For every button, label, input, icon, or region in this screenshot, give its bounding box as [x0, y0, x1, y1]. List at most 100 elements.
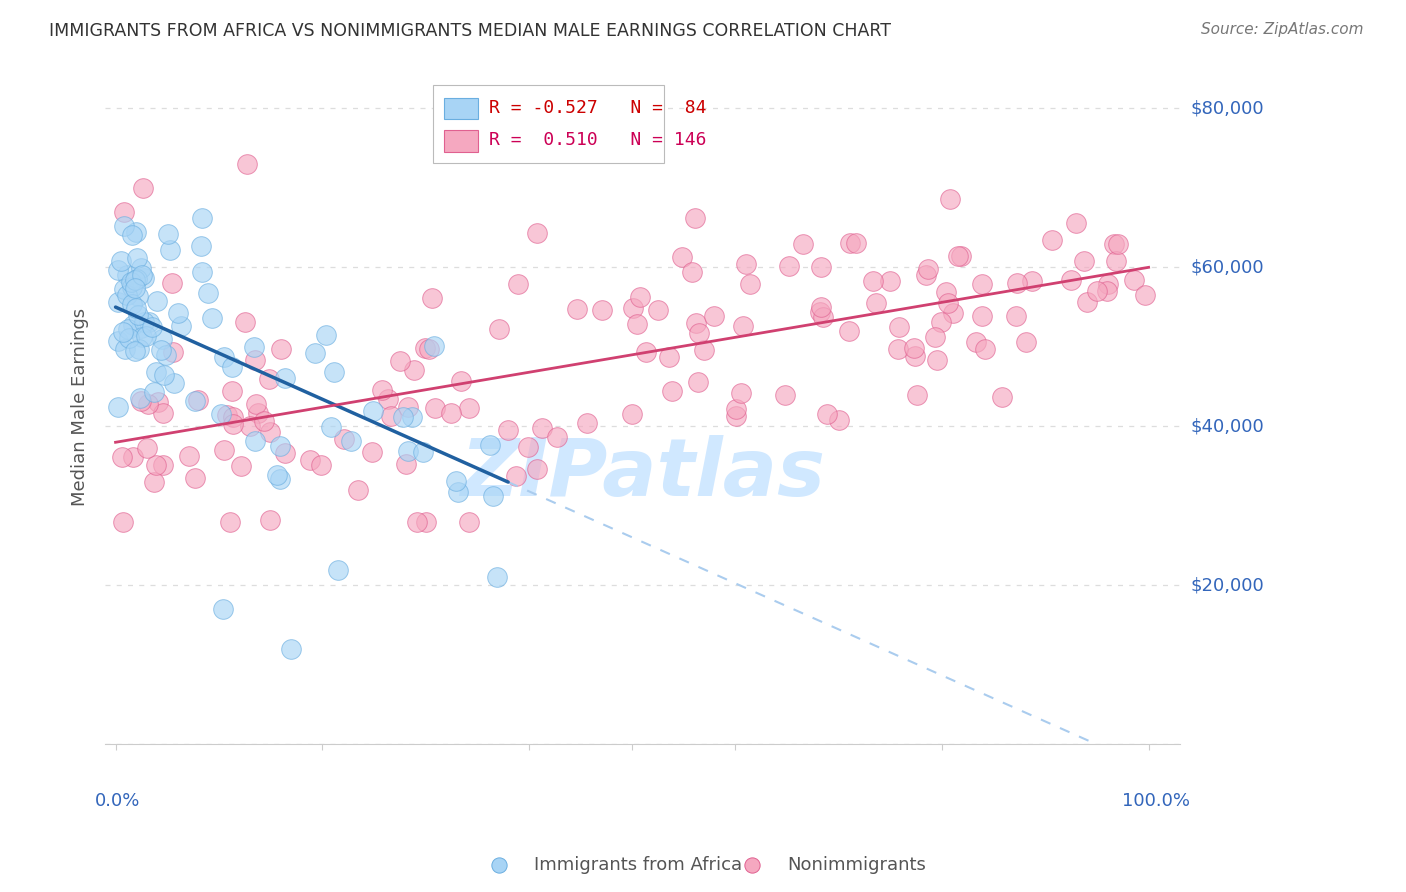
Point — [1122, 273, 1144, 287]
Point — [946, 249, 969, 263]
Point — [245, 397, 267, 411]
Point — [693, 343, 716, 357]
Point — [124, 273, 146, 287]
Point — [626, 317, 648, 331]
Point — [127, 272, 149, 286]
Point — [413, 341, 436, 355]
Point — [591, 302, 613, 317]
Point — [401, 409, 423, 424]
Point — [135, 442, 157, 456]
Text: R =  0.510   N = 146: R = 0.510 N = 146 — [489, 131, 706, 149]
Point — [738, 277, 761, 291]
Point — [949, 249, 972, 263]
Point — [121, 450, 143, 465]
Point — [114, 342, 136, 356]
Point — [191, 265, 214, 279]
Point — [311, 458, 333, 472]
Point — [159, 243, 181, 257]
Point — [274, 371, 297, 385]
Point — [725, 409, 748, 424]
Point — [319, 419, 342, 434]
Point — [363, 404, 385, 418]
Point — [688, 326, 710, 340]
Point — [221, 384, 243, 398]
Point — [361, 444, 384, 458]
Point — [269, 439, 291, 453]
Point — [115, 268, 138, 283]
Point — [1015, 334, 1038, 349]
Point — [422, 291, 444, 305]
Point — [124, 301, 146, 316]
Text: $20,000: $20,000 — [1191, 576, 1264, 594]
Point — [122, 318, 145, 333]
Point — [124, 281, 146, 295]
Point — [931, 315, 953, 329]
Point — [145, 294, 167, 309]
Point — [1040, 234, 1063, 248]
Point — [112, 204, 135, 219]
Point — [131, 268, 153, 282]
Point — [485, 570, 508, 584]
Point — [153, 368, 176, 382]
Point — [214, 443, 236, 458]
Point — [111, 450, 134, 464]
Point — [245, 434, 267, 448]
Point — [121, 227, 143, 242]
Point — [724, 402, 747, 417]
Point — [183, 471, 205, 485]
Text: Immigrants from Africa: Immigrants from Africa — [534, 856, 742, 874]
Point — [505, 468, 527, 483]
Point — [395, 457, 418, 471]
Point — [405, 515, 427, 529]
Point — [845, 235, 868, 250]
Point — [134, 315, 156, 329]
Point — [1102, 237, 1125, 252]
Point — [333, 432, 356, 446]
Point — [380, 409, 402, 424]
Point — [423, 401, 446, 416]
Point — [1005, 276, 1028, 290]
Point — [865, 296, 887, 310]
Point — [162, 344, 184, 359]
Text: R = -0.527   N =  84: R = -0.527 N = 84 — [489, 99, 706, 117]
Point — [903, 342, 925, 356]
Point — [917, 262, 939, 277]
Point — [1107, 236, 1129, 251]
Point — [815, 407, 838, 421]
Point — [1064, 216, 1087, 230]
Point — [187, 393, 209, 408]
Point — [117, 322, 139, 336]
Point — [973, 342, 995, 356]
Point — [1073, 254, 1095, 268]
Point — [686, 375, 709, 389]
Point — [904, 349, 927, 363]
Point — [112, 282, 135, 296]
Point — [197, 285, 219, 300]
Point — [112, 219, 135, 233]
Point — [1060, 273, 1083, 287]
Point — [371, 383, 394, 397]
Point — [887, 343, 910, 357]
Point — [392, 410, 415, 425]
Point — [184, 393, 207, 408]
Point — [889, 319, 911, 334]
FancyBboxPatch shape — [433, 86, 664, 163]
Point — [458, 401, 481, 415]
Point — [242, 340, 264, 354]
Point — [482, 489, 505, 503]
Point — [1076, 294, 1098, 309]
Point — [152, 458, 174, 472]
Point — [229, 458, 252, 473]
Point — [778, 259, 800, 273]
Point — [634, 345, 657, 359]
Point — [177, 450, 200, 464]
Point — [703, 309, 725, 323]
Point — [965, 335, 987, 350]
Point — [221, 360, 243, 375]
Point — [163, 376, 186, 391]
Point — [136, 397, 159, 411]
Point — [145, 458, 167, 473]
Point — [1005, 310, 1028, 324]
Point — [152, 406, 174, 420]
Point — [1095, 285, 1118, 299]
